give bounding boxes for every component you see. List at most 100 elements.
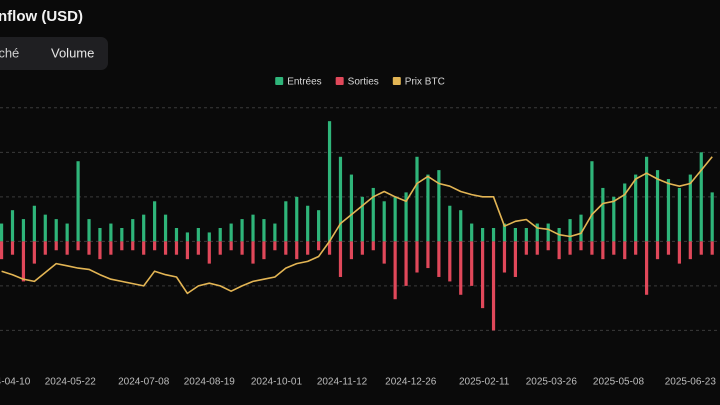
bar	[262, 241, 266, 260]
bar	[612, 196, 616, 242]
bar	[284, 241, 288, 255]
bar	[382, 201, 386, 242]
bar	[284, 201, 288, 242]
bar	[470, 241, 474, 286]
bar	[153, 241, 157, 251]
bar	[579, 214, 583, 242]
bar	[131, 219, 135, 242]
bar	[338, 156, 343, 242]
bar	[513, 228, 518, 242]
bar	[590, 241, 594, 255]
bar	[415, 241, 419, 273]
bar	[623, 183, 627, 242]
bar	[317, 210, 321, 242]
bar	[65, 223, 69, 242]
bar	[382, 241, 386, 264]
legend-label: Sorties	[348, 77, 379, 88]
bar	[185, 241, 190, 260]
bar	[666, 179, 671, 242]
bar	[240, 241, 244, 255]
bar	[240, 219, 244, 242]
x-tick-label: 2024-10-01	[251, 377, 303, 388]
bar	[513, 241, 518, 277]
legend-swatch	[275, 77, 284, 85]
bar	[218, 228, 222, 242]
bar	[437, 170, 441, 242]
bar	[502, 223, 507, 242]
bar	[10, 241, 15, 255]
x-tick-label: 2025-02-11	[459, 377, 510, 388]
bar	[262, 219, 266, 242]
x-tick-label: 2025-03-26	[526, 377, 578, 388]
price-line	[1, 156, 713, 295]
bar	[251, 214, 255, 242]
bar	[601, 241, 605, 260]
bar	[43, 241, 47, 255]
bar	[98, 241, 102, 260]
bar	[306, 205, 310, 242]
bar	[185, 232, 190, 242]
bar	[338, 241, 343, 277]
bar	[120, 241, 124, 251]
bar	[229, 241, 233, 251]
bar	[535, 223, 539, 242]
bar	[677, 241, 681, 264]
bar	[327, 121, 332, 242]
bar	[601, 187, 605, 242]
bar	[229, 223, 233, 242]
bar	[655, 170, 660, 242]
bar	[371, 187, 375, 242]
bar	[196, 228, 200, 242]
bar	[568, 241, 572, 255]
bar	[32, 241, 36, 264]
bar	[481, 241, 485, 309]
chart-title: nflow (USD)	[0, 8, 83, 25]
bar	[317, 241, 321, 251]
bar	[426, 174, 430, 242]
bar	[502, 241, 507, 273]
bar	[546, 241, 550, 251]
bar	[54, 241, 58, 251]
bar	[590, 161, 594, 242]
bar	[153, 201, 157, 242]
bar	[349, 174, 354, 242]
bar	[557, 241, 561, 260]
bar	[0, 241, 4, 260]
bar	[437, 241, 441, 277]
bar	[644, 156, 649, 242]
bar	[688, 174, 692, 242]
x-tick-label: 2024-05-22	[45, 377, 97, 388]
bar	[699, 152, 703, 242]
bar	[677, 187, 681, 242]
bar	[109, 241, 113, 255]
tab-bar	[0, 37, 108, 70]
bar	[699, 241, 703, 255]
bar	[426, 241, 430, 269]
bar	[481, 228, 485, 242]
bar	[393, 196, 397, 242]
x-tick-label: 2024-07-08	[118, 377, 170, 388]
bar	[163, 241, 168, 255]
bar	[65, 241, 69, 255]
legend: Entrées Sorties Prix BTC	[275, 77, 445, 88]
bar	[306, 241, 310, 255]
bar	[142, 214, 146, 242]
bar	[273, 241, 277, 251]
bar	[459, 241, 463, 295]
tab[interactable]: Volume	[51, 45, 94, 60]
bar	[546, 223, 550, 242]
x-tick-label: 2024-11-12	[317, 377, 368, 388]
bar	[163, 214, 168, 242]
bar	[393, 241, 397, 300]
bar	[404, 241, 408, 286]
bar	[710, 241, 714, 255]
tab[interactable]: rché	[0, 45, 19, 60]
bar	[524, 241, 528, 255]
bar	[327, 241, 332, 255]
bar	[32, 205, 36, 242]
bar	[131, 241, 135, 251]
bar	[470, 223, 474, 242]
bar	[360, 196, 364, 242]
bar	[87, 241, 91, 255]
